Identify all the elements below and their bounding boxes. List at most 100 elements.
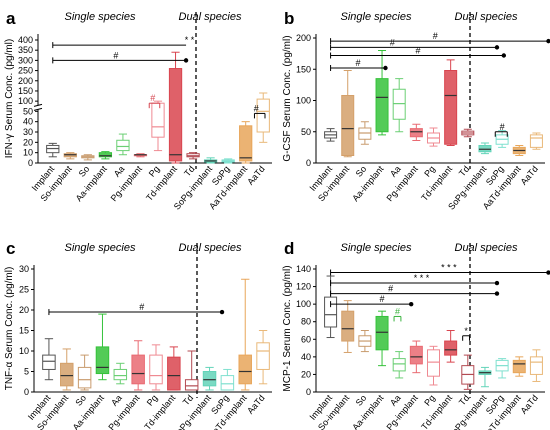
box-td-implant	[444, 340, 458, 356]
box-aa	[392, 358, 406, 372]
significance-label: #	[113, 50, 118, 60]
y-tick-label: 30	[23, 127, 33, 137]
box-so	[77, 366, 92, 389]
box-td-implant	[168, 68, 183, 162]
box-pg	[151, 102, 165, 138]
y-tick-label: 200	[18, 76, 33, 86]
box-pg-implant	[409, 128, 423, 138]
significance-label: #	[356, 58, 361, 68]
x-tick-label: AaTd	[518, 164, 539, 187]
y-axis-title: IFN-γ Serum Conc. (pg/ml)	[4, 39, 15, 158]
significance-label: * * *	[414, 273, 430, 283]
significance-label: * * *	[441, 263, 457, 273]
y-tick-label: 140	[296, 264, 311, 274]
y-tick-label: 100	[18, 96, 33, 106]
box-pg	[149, 354, 163, 385]
y-tick-label: 120	[296, 282, 311, 292]
y-tick-label: 100	[296, 299, 311, 309]
box-so	[358, 127, 372, 140]
significance-label: #	[380, 294, 385, 304]
panel-label: d	[284, 239, 294, 258]
x-tick-label: Aa	[112, 164, 127, 179]
panel-a: a Single species Dual species 0102030405010…	[4, 9, 272, 212]
x-tick-label: AaTd	[245, 164, 266, 187]
group-label-dual: Dual species	[455, 242, 518, 254]
significance-dot	[546, 270, 550, 275]
significance-label: #	[254, 103, 259, 113]
x-tick-label: AaTd	[245, 393, 266, 416]
y-tick-label: 400	[18, 35, 33, 45]
y-tick-label: 150	[18, 86, 33, 96]
box-aatd-implant	[238, 354, 252, 385]
x-tick-label: Pg	[147, 164, 162, 179]
panel-c: c Single species Dual species 0 5 10 15 20 25 30 T…	[4, 239, 272, 430]
box-aa	[392, 88, 406, 120]
y-tick-label: 10	[23, 148, 33, 158]
box-td	[184, 379, 199, 391]
y-tick-label: 0	[28, 158, 33, 168]
panel-label: a	[6, 9, 16, 28]
box-aa-implant	[375, 315, 389, 351]
significance-dot	[219, 309, 225, 315]
x-tick-label: Td	[457, 164, 471, 178]
box-td-implant	[444, 70, 458, 145]
y-tick-label: 40	[23, 117, 33, 127]
y-tick-label: 20	[23, 137, 33, 147]
significance-label: #	[395, 306, 400, 316]
y-tick-label: 0	[306, 387, 311, 397]
significance-dot	[409, 301, 414, 307]
y-tick-label: 30	[19, 264, 29, 274]
significance-label: #	[150, 93, 155, 103]
axis-break-mark	[33, 107, 43, 111]
group-label-single: Single species	[65, 11, 136, 23]
significance-dot	[494, 45, 500, 50]
y-tick-label: 200	[296, 33, 311, 43]
y-tick-label: 350	[18, 45, 33, 55]
x-tick-label: So	[73, 393, 88, 408]
y-tick-label: 20	[19, 305, 29, 315]
panel-d: d Single species Dual species 0 20 40 60 80 100 1…	[282, 239, 550, 430]
box-aa-implant	[375, 78, 389, 133]
group-label-single: Single species	[65, 242, 136, 254]
x-tick-label: So	[77, 164, 92, 179]
box-aatd	[256, 98, 270, 133]
y-tick-label: 0	[306, 158, 311, 168]
y-tick-label: 15	[19, 326, 29, 336]
box-pg-implant	[409, 345, 423, 365]
box-aatd	[529, 356, 543, 375]
box-aa	[116, 139, 130, 152]
box-so-implant	[341, 310, 355, 342]
box-sopg	[220, 375, 235, 391]
box-aa-implant	[95, 346, 110, 375]
box-aatd	[529, 134, 543, 148]
x-tick-label: Td	[182, 164, 196, 178]
y-tick-label: 5	[24, 367, 29, 377]
group-label-single: Single species	[341, 11, 412, 23]
significance-dot	[183, 58, 189, 63]
box-sopg-implant	[202, 371, 217, 387]
x-tick-label: Pg	[145, 393, 160, 408]
group-label-dual: Dual species	[179, 242, 242, 254]
box-aatd-implant	[239, 125, 253, 162]
significance-dot	[546, 38, 550, 44]
y-tick-label: 50	[301, 127, 311, 137]
y-tick-label: 80	[301, 317, 311, 327]
y-axis-title: G-CSF Serum Conc. (pg/ml)	[282, 35, 293, 161]
x-tick-label: Aa	[109, 393, 124, 408]
y-axis-title: MCP-1 Serum Conc. (pg/ml)	[282, 265, 293, 391]
significance-dot	[501, 53, 507, 58]
y-tick-label: 100	[296, 96, 311, 106]
significance-label: #	[416, 46, 421, 56]
y-tick-label: 300	[18, 55, 33, 65]
box-aa	[113, 368, 128, 381]
box-sopg-implant	[478, 145, 492, 153]
significance-label: * *	[185, 35, 195, 45]
panel-label: c	[6, 239, 15, 258]
x-tick-label: Td	[457, 393, 471, 407]
y-tick-label: 60	[301, 334, 311, 344]
box-aatd	[256, 342, 270, 370]
box-aatd-implant	[512, 359, 526, 374]
x-tick-label: Td	[181, 393, 195, 407]
x-tick-label: AaTd	[518, 393, 539, 416]
